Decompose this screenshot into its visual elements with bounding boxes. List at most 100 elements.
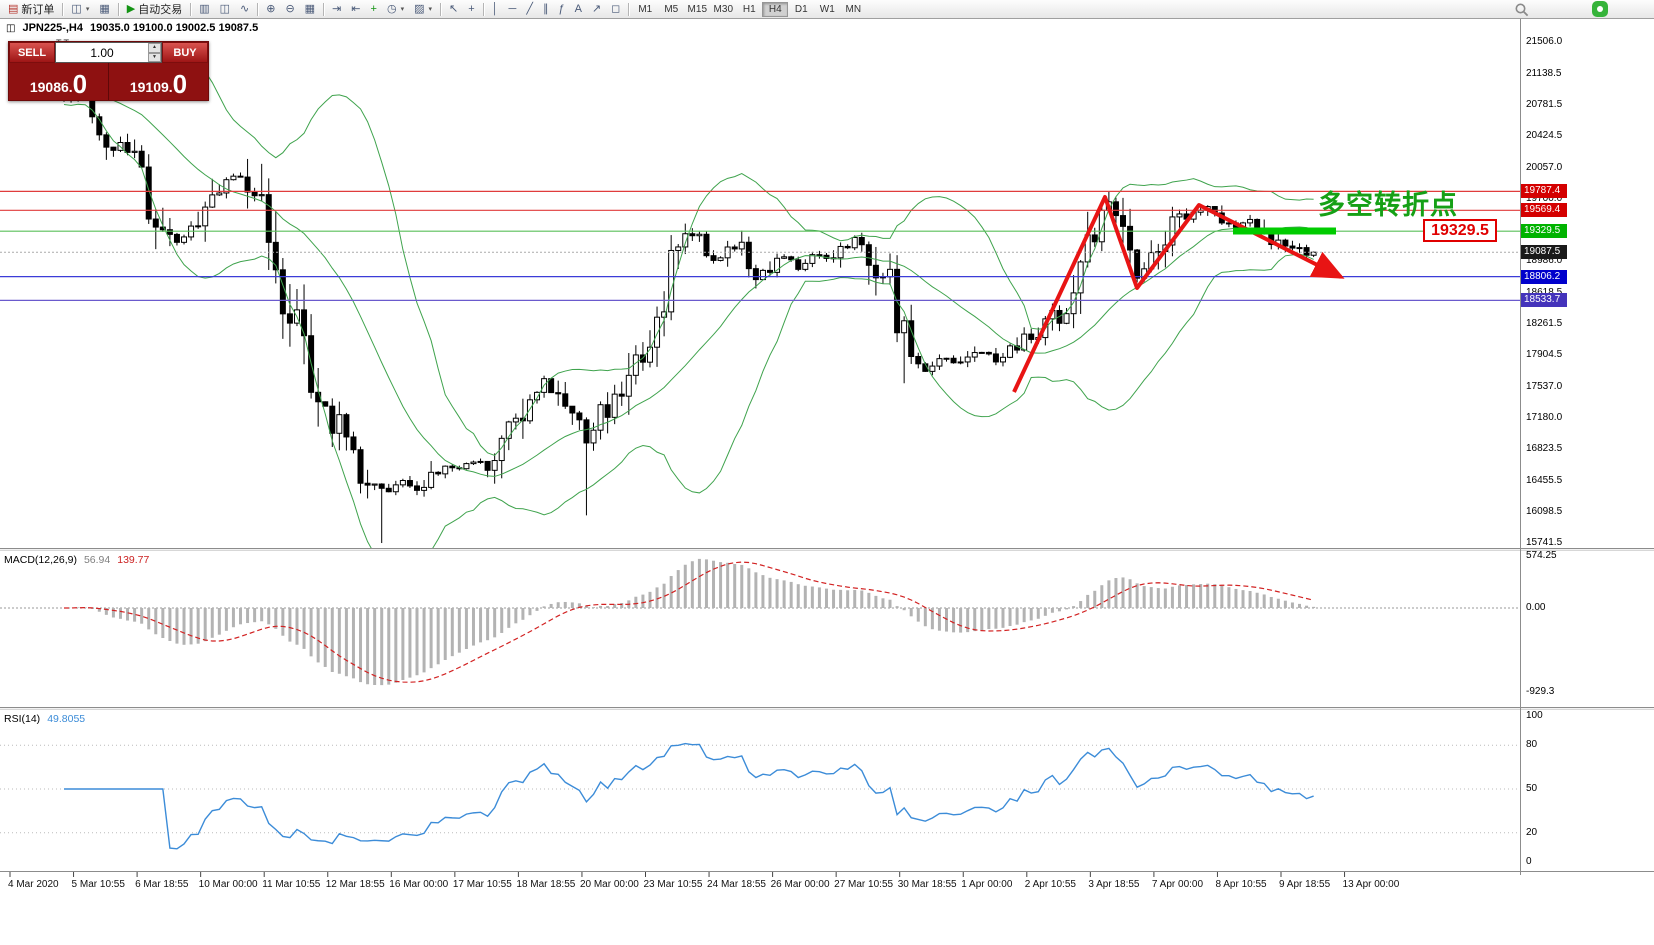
text-icon: A bbox=[574, 2, 582, 15]
templates-icon[interactable]: ▨ ▾ bbox=[409, 1, 437, 17]
volume-input[interactable] bbox=[56, 43, 148, 62]
crosshair-icon[interactable]: + bbox=[463, 1, 479, 17]
auto-trading-button[interactable]: ▶ 自动交易 bbox=[122, 1, 187, 17]
macd-label: MACD(12,26,9) 56.94 139.77 bbox=[4, 554, 149, 566]
new-order-button: ▤ bbox=[8, 2, 19, 15]
chart-icon: ◫ bbox=[6, 22, 16, 34]
panel-splitter[interactable] bbox=[0, 707, 1654, 710]
toolbar-separator bbox=[257, 2, 259, 16]
crosshair-icon: + bbox=[468, 2, 475, 15]
data-window-icon: ▦ bbox=[99, 2, 110, 15]
horizontal-line-icon: ─ bbox=[508, 2, 517, 15]
ohlc-values: 19035.0 19100.0 19002.5 19087.5 bbox=[90, 22, 259, 34]
chart-window-icon[interactable]: ◫ ▾ bbox=[66, 1, 94, 17]
annotation-layer[interactable] bbox=[1012, 195, 1345, 393]
candlestick-chart-icon: ◫ bbox=[219, 2, 231, 15]
time-axis-border bbox=[0, 871, 1654, 872]
sell-price[interactable]: 19086. 0 bbox=[9, 63, 108, 100]
rsi-name: RSI(14) bbox=[4, 713, 41, 725]
timeframe-h4[interactable]: H4 bbox=[762, 1, 789, 17]
toolbar-buttons: ▤ 新订单 ◫ ▾ ▦ ▶ 自动交易 ▥ ◫ ∿ ⊕ ⊖ ▦ ⇥ ⇤ + ◷ ▾ ▨ ▾ ↖ + │ ─ ╱ ∥ ƒ A ↗ ◻ M1 M5 M… bbox=[3, 1, 866, 17]
data-window-icon[interactable]: ▦ bbox=[94, 1, 114, 17]
volume-down-button[interactable]: ▼ bbox=[148, 52, 161, 62]
toolbar-separator bbox=[440, 2, 441, 16]
cursor-icon[interactable]: ↖ bbox=[444, 1, 463, 17]
vertical-line-icon[interactable]: │ bbox=[487, 1, 504, 17]
trend-arrow[interactable] bbox=[1012, 195, 1345, 393]
volume-field: ▲ ▼ bbox=[55, 42, 162, 63]
toolbar-separator bbox=[482, 2, 484, 16]
sell-price-main: 19086. bbox=[29, 79, 73, 95]
auto-trading-button-label: 自动交易 bbox=[138, 4, 183, 16]
tile-windows-icon[interactable]: ▦ bbox=[300, 1, 320, 17]
price-axis-border bbox=[1520, 19, 1521, 875]
chart-shift-icon: ⇤ bbox=[351, 2, 361, 15]
timeframe-m15[interactable]: M15 bbox=[687, 3, 707, 15]
toolbar-separator bbox=[628, 2, 630, 16]
timeframe-m5[interactable]: M5 bbox=[664, 3, 679, 15]
arrows-icon: ↗ bbox=[591, 2, 602, 15]
macd-signal-line bbox=[63, 561, 1314, 683]
horizontal-line-icon[interactable]: ─ bbox=[504, 1, 522, 17]
shapes-icon[interactable]: ◻ bbox=[606, 1, 625, 17]
periods-icon-caret-icon: ▾ bbox=[400, 6, 405, 13]
volume-spinner: ▲ ▼ bbox=[148, 43, 161, 62]
timeframe-d1[interactable]: D1 bbox=[794, 3, 808, 15]
sell-button[interactable]: SELL bbox=[9, 42, 55, 63]
channel-icon[interactable]: ∥ bbox=[538, 1, 554, 17]
vertical-line-icon: │ bbox=[491, 2, 499, 15]
toolbar-separator bbox=[190, 2, 192, 16]
chart-window-icon-caret-icon: ▾ bbox=[85, 6, 90, 13]
indicators-icon: + bbox=[370, 2, 377, 15]
main-toolbar: ▤ 新订单 ◫ ▾ ▦ ▶ 自动交易 ▥ ◫ ∿ ⊕ ⊖ ▦ ⇥ ⇤ + ◷ ▾ ▨ ▾ ↖ + │ ─ ╱ ∥ ƒ A ↗ ◻ M1 M5 M… bbox=[0, 0, 1654, 19]
macd-signal-value: 139.77 bbox=[117, 554, 150, 566]
indicators-icon[interactable]: + bbox=[366, 1, 382, 17]
macd-name: MACD(12,26,9) bbox=[4, 554, 77, 566]
new-order-button[interactable]: ▤ 新订单 bbox=[3, 1, 59, 17]
volume-up-button[interactable]: ▲ bbox=[148, 43, 161, 53]
turning-point-annotation[interactable]: 多空转折点 bbox=[1318, 190, 1458, 220]
search-icon[interactable] bbox=[1514, 2, 1530, 18]
timeframe-w1[interactable]: W1 bbox=[819, 3, 835, 15]
toolbar-separator bbox=[117, 2, 119, 16]
line-chart-icon[interactable]: ∿ bbox=[235, 1, 254, 17]
templates-icon-caret-icon: ▾ bbox=[428, 6, 432, 13]
one-click-trading-panel: SELL ▲ ▼ BUY 19086.0 19109.0 bbox=[8, 41, 209, 101]
price-callout-box[interactable]: 19329.5 bbox=[1423, 219, 1497, 242]
assistant-dot-icon bbox=[1597, 6, 1603, 12]
channel-icon: ∥ bbox=[542, 2, 549, 15]
candlestick-chart-icon[interactable]: ◫ bbox=[215, 1, 235, 17]
panel-splitter[interactable] bbox=[0, 548, 1654, 551]
zoom-out-icon: ⊖ bbox=[285, 2, 295, 15]
arrows-icon[interactable]: ↗ bbox=[587, 1, 606, 17]
macd-panel bbox=[0, 558, 1520, 686]
rsi-label: RSI(14) 49.8055 bbox=[4, 713, 85, 725]
zoom-out-icon[interactable]: ⊖ bbox=[280, 1, 299, 17]
buy-price-main: 19109. bbox=[129, 79, 173, 95]
rsi-value: 49.8055 bbox=[47, 713, 86, 725]
timeframe-m1[interactable]: M1 bbox=[638, 3, 653, 15]
shapes-icon: ◻ bbox=[611, 2, 621, 15]
fibonacci-icon: ƒ bbox=[558, 2, 565, 15]
buy-button[interactable]: BUY bbox=[162, 42, 208, 63]
timeframe-h1[interactable]: H1 bbox=[742, 3, 756, 15]
periods-icon[interactable]: ◷ ▾ bbox=[382, 1, 409, 17]
zoom-in-icon[interactable]: ⊕ bbox=[261, 1, 280, 17]
zoom-in-icon: ⊕ bbox=[266, 2, 276, 15]
quote-divider bbox=[108, 63, 109, 100]
quote-display: 19086. 0 19109. 0 bbox=[9, 63, 208, 100]
macd-main-value: 56.94 bbox=[83, 554, 111, 566]
trendline-icon[interactable]: ╱ bbox=[521, 1, 538, 17]
text-icon[interactable]: A bbox=[570, 1, 587, 17]
symbol-period: JPN225-,H4 bbox=[22, 22, 83, 34]
timeframe-m30[interactable]: M30 bbox=[713, 3, 733, 15]
auto-trading-button: ▶ bbox=[126, 2, 136, 15]
timeframe-mn[interactable]: MN bbox=[845, 3, 862, 15]
fibonacci-icon[interactable]: ƒ bbox=[553, 1, 569, 17]
assistant-badge-icon[interactable] bbox=[1592, 1, 1608, 17]
chart-shift-icon[interactable]: ⇤ bbox=[346, 1, 365, 17]
auto-scroll-icon[interactable]: ⇥ bbox=[327, 1, 346, 17]
bar-chart-icon[interactable]: ▥ bbox=[194, 1, 214, 17]
buy-price[interactable]: 19109. 0 bbox=[109, 63, 208, 100]
